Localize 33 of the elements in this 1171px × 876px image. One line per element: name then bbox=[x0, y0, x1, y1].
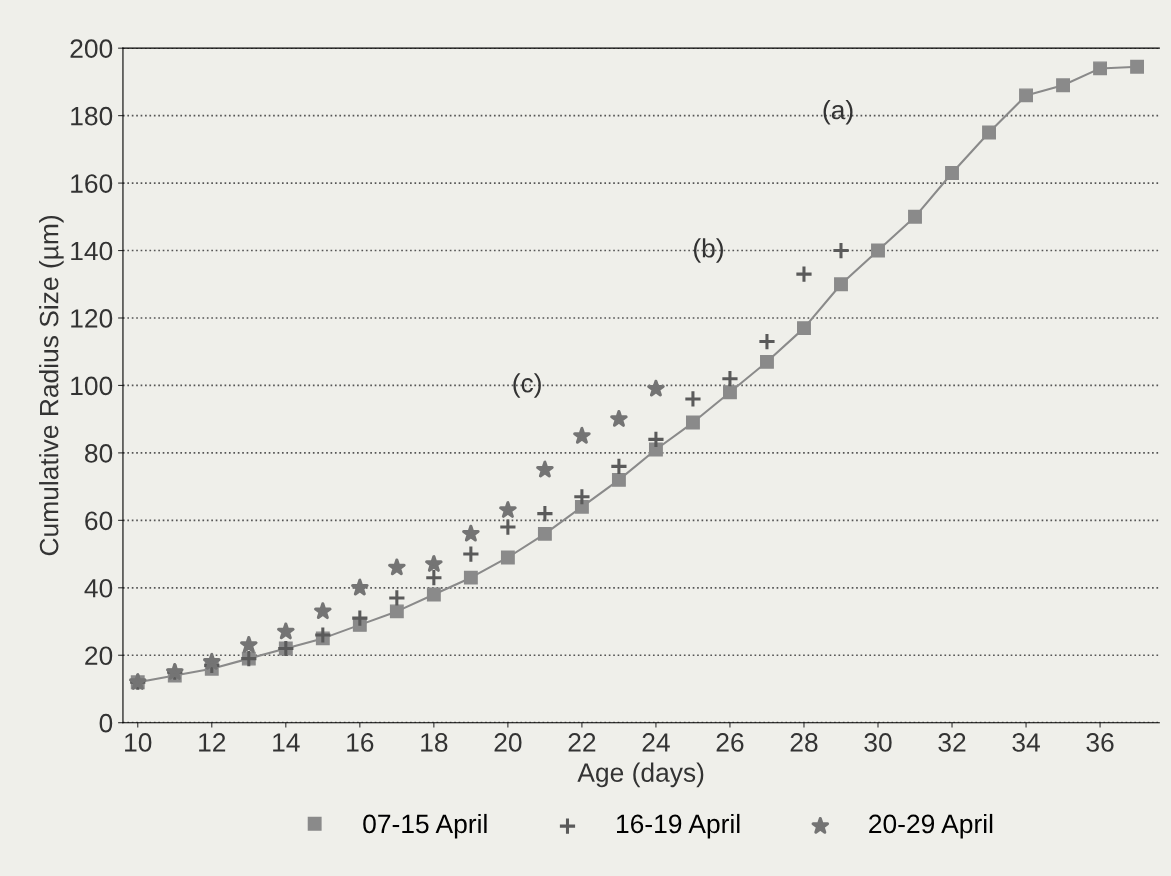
x-tick-label: 22 bbox=[568, 733, 596, 752]
y-tick-label: 80 bbox=[85, 444, 113, 463]
y-tick-label: 120 bbox=[71, 309, 113, 328]
y-tick-label: 160 bbox=[71, 174, 113, 193]
x-axis-title: Age (days) bbox=[577, 762, 704, 788]
legend-label: 20-29 April bbox=[869, 813, 993, 839]
x-tick-label: 36 bbox=[1086, 733, 1114, 752]
y-tick-label: 180 bbox=[71, 106, 113, 126]
x-tick-label: 18 bbox=[421, 733, 448, 752]
legend-label: 16-19 April bbox=[617, 813, 740, 839]
legend-label: 07-15 April bbox=[363, 813, 487, 839]
x-tick-label: 28 bbox=[790, 733, 818, 752]
x-tick-label: 14 bbox=[273, 733, 300, 752]
y-axis-title: Cumulative Radius Size (µm) bbox=[39, 215, 64, 556]
y-tick-label: 40 bbox=[84, 578, 113, 598]
y-tick-label: 100 bbox=[71, 376, 113, 396]
annotation: (a) bbox=[823, 99, 853, 125]
annotation: (c) bbox=[513, 373, 541, 398]
x-tick-label: 32 bbox=[938, 733, 966, 752]
x-tick-label: 12 bbox=[199, 733, 226, 752]
x-tick-label: 20 bbox=[494, 733, 522, 752]
y-tick-label: 20 bbox=[85, 646, 113, 666]
y-tick-label: 200 bbox=[70, 39, 113, 58]
x-tick-label: 30 bbox=[864, 733, 892, 752]
x-tick-label: 34 bbox=[1012, 733, 1040, 752]
x-tick-label: 10 bbox=[125, 733, 152, 752]
y-tick-label: 60 bbox=[85, 511, 113, 531]
x-tick-label: 24 bbox=[642, 733, 670, 752]
annotation: (b) bbox=[694, 238, 723, 263]
y-tick-label: 140 bbox=[71, 241, 113, 261]
x-tick-label: 16 bbox=[347, 733, 374, 752]
y-tick-label: 0 bbox=[99, 713, 113, 733]
x-tick-label: 26 bbox=[716, 733, 744, 752]
